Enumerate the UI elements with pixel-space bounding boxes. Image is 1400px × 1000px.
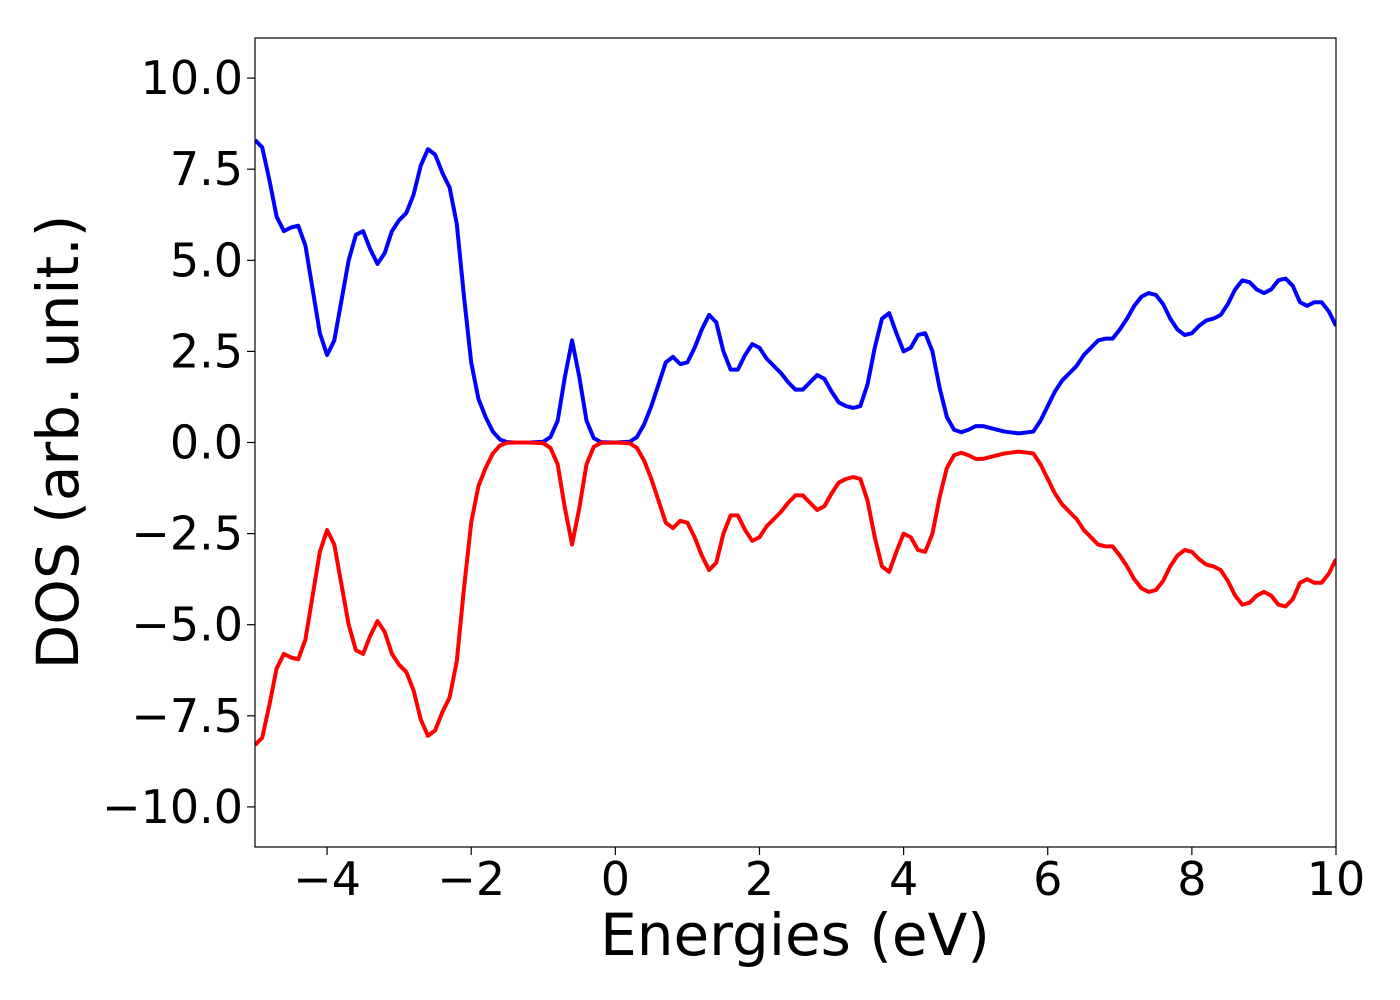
y-tick-label: −2.5 [131, 507, 243, 561]
x-tick-label: −2 [437, 852, 505, 906]
y-tick-label: −10.0 [102, 780, 243, 834]
plot-frame [254, 37, 1337, 848]
y-tick-label: 2.5 [170, 324, 243, 378]
y-axis-label: DOS (arb. unit.) [24, 215, 92, 670]
x-tick-label: 2 [745, 852, 774, 906]
dos-line [255, 138, 1336, 445]
x-tick-label: 8 [1177, 852, 1206, 906]
x-tick-label: 4 [889, 852, 918, 906]
y-tick-label: 10.0 [141, 51, 243, 105]
y-tick-label: −5.0 [131, 598, 243, 652]
x-tick-label: −4 [293, 852, 361, 906]
x-tick-label: 10 [1307, 852, 1366, 906]
dos-line [255, 440, 1336, 747]
y-tick-label: 0.0 [170, 416, 243, 470]
y-tick-label: 5.0 [170, 233, 243, 287]
x-tick-label: 0 [601, 852, 630, 906]
x-axis-label: Energies (eV) [600, 901, 990, 969]
plot-lines [255, 138, 1336, 747]
y-tick-label: −7.5 [131, 689, 243, 743]
y-tick-label: 7.5 [170, 142, 243, 196]
x-tick-label: 6 [1033, 852, 1062, 906]
